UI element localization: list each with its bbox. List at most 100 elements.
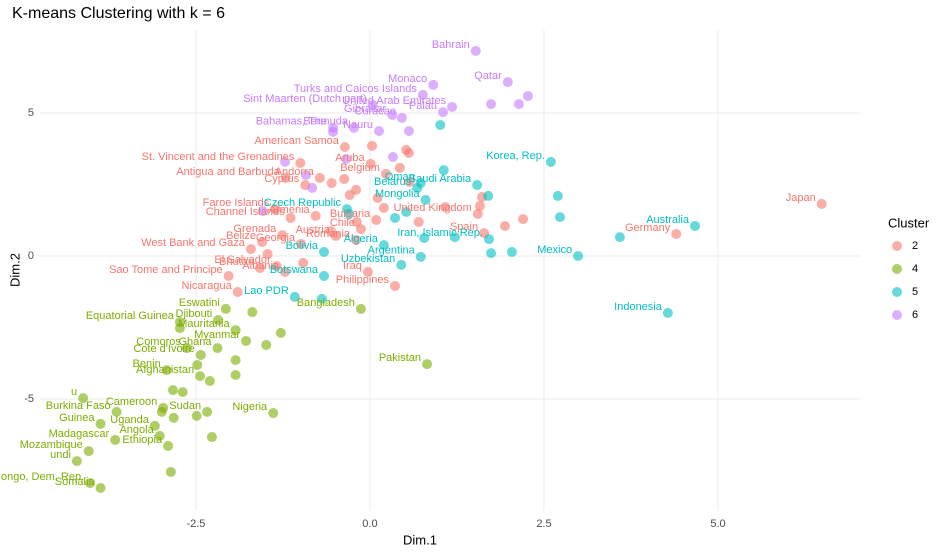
point-label: Bahamas, The [256,116,327,128]
point [280,267,291,278]
point [371,214,382,225]
point [163,440,174,451]
point-label: Bahrain [432,39,470,51]
x-axis-label: Dim.1 [403,532,437,547]
point [554,212,565,223]
point [449,232,460,243]
point [390,281,401,292]
grid [40,30,860,510]
point-label: Australia [646,214,690,226]
point [230,369,241,380]
points [71,45,827,493]
point [262,248,273,259]
x-tick-label: 0.0 [362,518,377,530]
point [387,152,398,163]
point [85,478,96,489]
point [71,456,82,467]
point-label: United Arab Emirates [342,95,446,107]
point-label: Turks and Caicos Islands [294,83,418,95]
point [573,250,584,261]
point [254,262,265,273]
x-tick-label: 5.0 [710,518,725,530]
point [367,140,378,151]
point-label: Cyprus [264,173,299,185]
point-label: Angola [119,424,154,436]
point-label: Guinea [59,412,95,424]
point-label: Sudan [169,400,201,412]
point-label: Germany [625,222,671,234]
point [513,99,524,110]
legend-label: 2 [912,240,918,252]
point [502,77,513,88]
point [167,385,178,396]
point [316,293,327,304]
point [486,248,497,259]
point [344,208,355,219]
point-label: Gibraltar [344,103,387,115]
point [506,246,517,257]
point [156,406,167,417]
point-label: Bhutan [219,256,254,268]
point-label: Qatar [474,70,502,82]
x-tick-label: -2.5 [186,518,205,530]
point [415,251,426,262]
point [261,339,272,350]
point-label: St. Vincent and the Grenadines [142,151,295,163]
point-label: Saudi Arabia [409,173,472,185]
point-labels: Japan Germany United Kingdom Spain Philippin… [0,39,816,488]
point-label: Indonesia [614,301,663,313]
point-label: Sint Maarten (Dutch part) [243,93,367,105]
point [191,410,202,421]
point-label: Bulgaria [330,208,371,220]
point-label: Mozambique [20,439,83,451]
point [310,210,321,221]
point [404,176,415,187]
point-label: Djibouti [176,308,213,320]
point-label: Faroe Islands [203,197,270,209]
point-label: Iraq [343,260,362,272]
point [230,355,241,366]
y-tick-label: -5 [24,393,34,405]
legend-label: 6 [912,309,918,321]
point [298,257,309,268]
point-label: Algeria [344,233,379,245]
point [390,212,401,223]
point [268,408,279,419]
point-label: Nigeria [232,401,268,413]
y-axis-label: Dim.2 [7,253,22,287]
point [472,180,483,191]
point [351,216,362,227]
point [413,216,424,227]
point [174,323,185,334]
point [518,214,529,225]
point-label: Nicaragua [182,280,233,292]
legend-swatch [892,264,902,274]
point-label: Oman [385,171,415,183]
legend-swatch [892,310,902,320]
point [417,89,428,100]
point-label: Monaco [388,73,427,85]
point-label: Argentina [368,245,416,257]
point [662,307,673,318]
point [440,202,451,213]
point-label: Congo, Dem. Rep. [0,471,84,483]
point-label: Cote d'Ivoire [133,343,194,355]
point [401,206,412,217]
y-tick-label: 5 [28,107,34,119]
point [230,325,241,336]
point [412,182,423,193]
point [319,271,330,282]
point [472,208,483,219]
y-tick-label: 0 [28,250,34,262]
point [483,234,494,245]
point [195,349,206,360]
point [474,200,485,211]
point-label: Czech Republic [264,197,342,209]
point [355,303,366,314]
point-label: Palau [409,100,437,112]
point [213,315,224,326]
legend-label: 5 [912,286,918,298]
point [438,165,449,176]
point [351,234,362,245]
point-label: Mauritania [178,318,230,330]
